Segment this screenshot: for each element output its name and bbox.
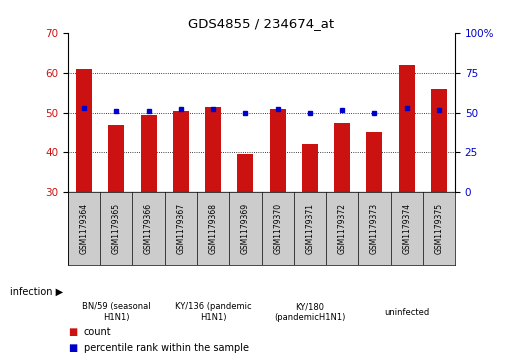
Text: GSM1179371: GSM1179371 [305, 203, 314, 254]
Title: GDS4855 / 234674_at: GDS4855 / 234674_at [188, 17, 335, 30]
Bar [141, 115, 157, 192]
Text: GSM1179373: GSM1179373 [370, 203, 379, 254]
Text: GSM1179366: GSM1179366 [144, 203, 153, 254]
Text: GSM1179372: GSM1179372 [338, 203, 347, 254]
Text: GSM1179375: GSM1179375 [435, 203, 444, 254]
Bar [237, 154, 254, 192]
Text: KY/136 (pandemic
H1N1): KY/136 (pandemic H1N1) [175, 302, 252, 322]
Text: count: count [84, 327, 111, 337]
Text: ■: ■ [68, 327, 77, 337]
Text: GSM1179374: GSM1179374 [402, 203, 411, 254]
Text: GSM1179368: GSM1179368 [209, 203, 218, 254]
Bar [108, 125, 124, 192]
Text: GSM1179364: GSM1179364 [79, 203, 88, 254]
Bar [173, 110, 189, 192]
Text: percentile rank within the sample: percentile rank within the sample [84, 343, 248, 354]
Bar [431, 89, 447, 192]
Bar [76, 69, 92, 192]
Bar [334, 122, 350, 192]
Bar [366, 132, 382, 192]
Bar [205, 106, 221, 192]
Bar [399, 65, 415, 192]
Text: KY/180
(pandemicH1N1): KY/180 (pandemicH1N1) [274, 302, 346, 322]
Text: GSM1179369: GSM1179369 [241, 203, 250, 254]
Bar [302, 144, 318, 192]
Bar [269, 109, 286, 192]
Text: uninfected: uninfected [384, 308, 429, 317]
Text: BN/59 (seasonal
H1N1): BN/59 (seasonal H1N1) [82, 302, 151, 322]
Text: infection ▶: infection ▶ [9, 287, 63, 297]
Text: ■: ■ [68, 343, 77, 354]
Text: GSM1179367: GSM1179367 [176, 203, 185, 254]
Text: GSM1179370: GSM1179370 [273, 203, 282, 254]
Text: GSM1179365: GSM1179365 [112, 203, 121, 254]
